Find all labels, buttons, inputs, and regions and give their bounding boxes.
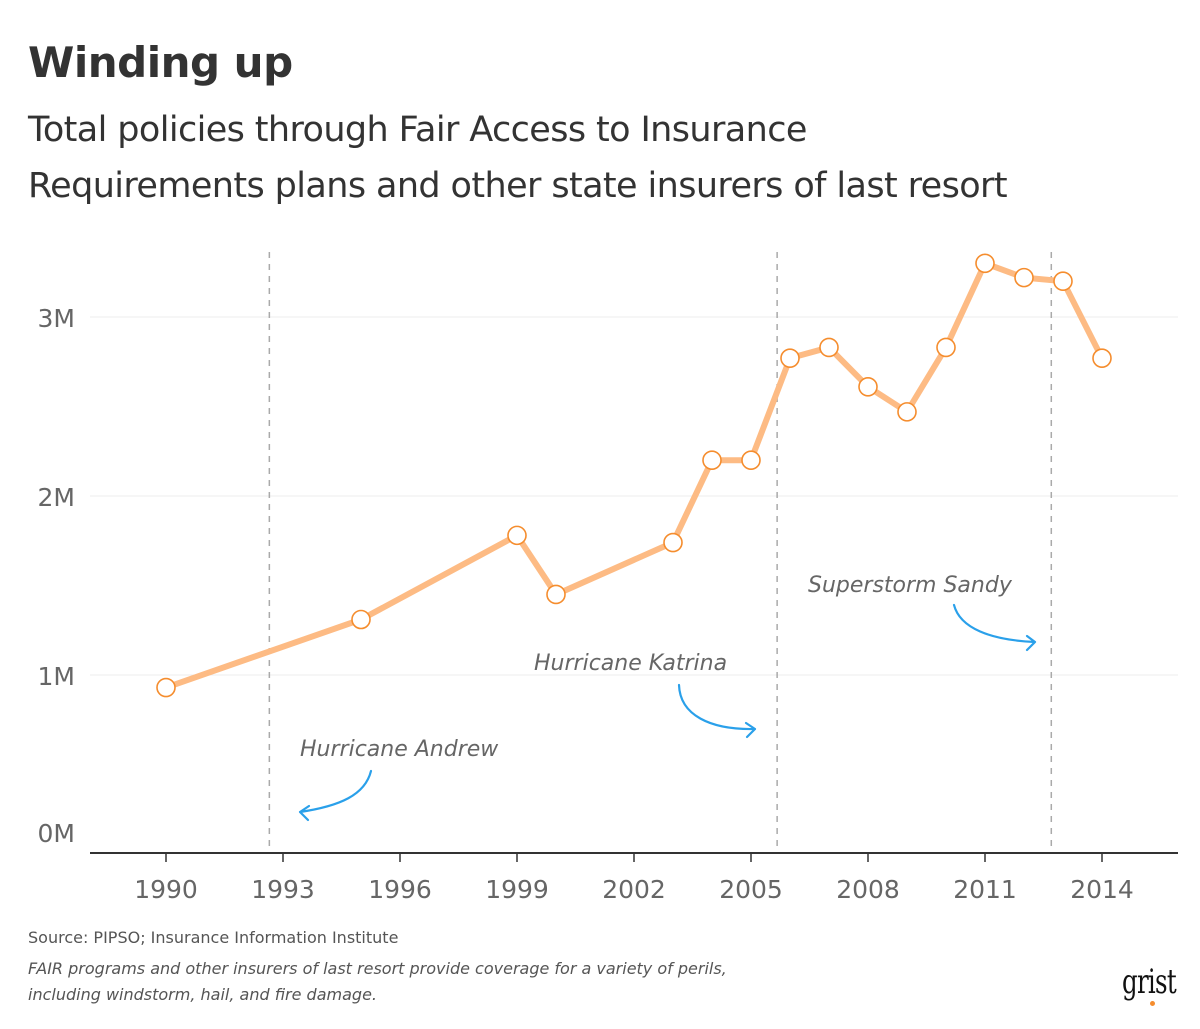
logo-dot: [1150, 1001, 1155, 1006]
axes: 0M 1M 2M 3M 1990 1993 1996 1999 2002 2005 2008 2011…: [38, 304, 1178, 904]
data-point-2000[interactable]: [546, 584, 566, 605]
x-tick-label: 2002: [602, 875, 666, 904]
x-tick-label: 1990: [134, 875, 198, 904]
data-point-2009[interactable]: [897, 402, 917, 422]
data-point-1990[interactable]: [156, 677, 176, 698]
x-tick-label: 2008: [836, 875, 900, 904]
annotation-hurricane-andrew: Hurricane Andrew: [300, 737, 499, 762]
data-point-2011[interactable]: [975, 253, 995, 274]
y-tick-label: 3M: [38, 304, 75, 333]
arrow-superstorm-sandy: [952, 603, 1037, 652]
x-tick-label: 2005: [719, 875, 783, 904]
data-point-2005[interactable]: [741, 450, 761, 471]
event-lines: [268, 252, 1053, 853]
data-point-1999[interactable]: [507, 525, 527, 546]
gridlines: [90, 316, 1178, 676]
data-point-2003[interactable]: [663, 532, 683, 553]
annotation-superstorm-sandy: Superstorm Sandy: [808, 573, 1013, 598]
annotations: Hurricane Andrew Hurricane Katrina Super…: [298, 573, 1037, 822]
chart-subtitle: Total policies through Fair Access to In…: [28, 102, 1188, 214]
series-line: [163, 260, 1105, 691]
y-tick-label: 2M: [38, 483, 75, 512]
data-point-2007[interactable]: [819, 337, 839, 358]
source-note: Source: PIPSO; Insurance Information Ins…: [28, 928, 399, 947]
subtitle-line-2: Requirements plans and other state insur…: [28, 166, 1008, 206]
footnote-line-2: including windstorm, hail, and fire dama…: [28, 985, 377, 1004]
annotation-hurricane-katrina: Hurricane Katrina: [534, 651, 727, 676]
chart-title: Winding up: [28, 38, 293, 87]
data-point-2012[interactable]: [1014, 267, 1034, 288]
data-point-2014[interactable]: [1092, 348, 1112, 368]
x-tick-label: 1999: [485, 875, 549, 904]
arrow-hurricane-katrina: [677, 683, 757, 739]
data-point-1995[interactable]: [351, 609, 371, 630]
data-point-2013[interactable]: [1053, 271, 1073, 292]
footnote: FAIR programs and other insurers of last…: [28, 956, 928, 1008]
footnote-line-1: FAIR programs and other insurers of last…: [28, 959, 727, 978]
y-tick-label: 0M: [38, 819, 75, 848]
x-tick-label: 1993: [251, 875, 315, 904]
x-tick-label: 1996: [368, 875, 432, 904]
data-point-2010[interactable]: [936, 337, 956, 358]
series-total-policies: [156, 253, 1112, 698]
x-tick-label: 2014: [1070, 875, 1134, 904]
subtitle-line-1: Total policies through Fair Access to In…: [28, 110, 807, 150]
y-tick-label: 1M: [38, 662, 75, 691]
data-point-2008[interactable]: [858, 377, 878, 397]
grist-logo[interactable]: grist: [1122, 962, 1177, 1002]
x-tick-label: 2011: [953, 875, 1017, 904]
data-point-2004[interactable]: [702, 450, 722, 471]
data-point-2006[interactable]: [780, 348, 800, 368]
arrow-hurricane-andrew: [298, 769, 373, 822]
